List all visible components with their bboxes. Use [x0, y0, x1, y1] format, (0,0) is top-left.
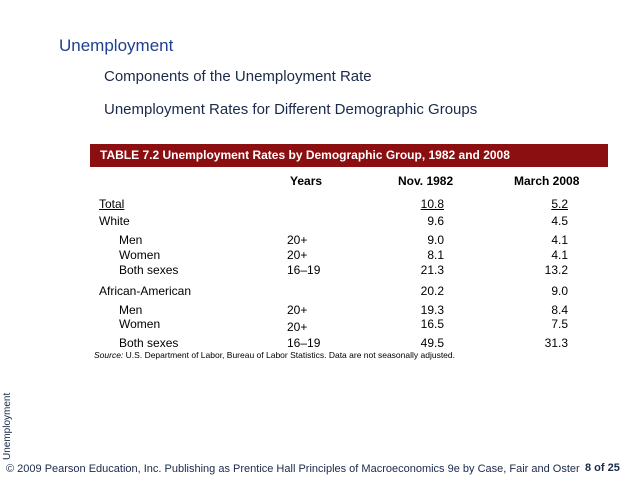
table-title: TABLE 7.2 Unemployment Rates by Demograp… [100, 148, 510, 162]
row-label-white-women: Women [119, 248, 161, 262]
cell-mar-white-women: 4.1 [551, 248, 568, 262]
cell-mar-aa-men: 8.4 [551, 303, 568, 317]
subtitle-demographic: Unemployment Rates for Different Demogra… [104, 101, 478, 118]
row-label-white-both: Both sexes [119, 263, 179, 277]
cell-nov-total: 10.8 [420, 197, 444, 211]
cell-years-white-women: 20+ [287, 248, 308, 262]
row-label-white-men: Men [119, 233, 143, 247]
row-label-total: Total [99, 197, 125, 211]
page-number: 8 of 25 [585, 462, 620, 474]
source-label: Source: [94, 350, 124, 360]
cell-years-aa-men: 20+ [287, 303, 308, 317]
cell-mar-white: 4.5 [551, 214, 568, 228]
cell-nov-white: 9.6 [427, 214, 444, 228]
cell-years-aa-both: 16–19 [287, 336, 321, 350]
cell-years-aa-women: 20+ [287, 320, 308, 334]
subtitle-components: Components of the Unemployment Rate [104, 68, 372, 85]
cell-nov-white-women: 8.1 [427, 248, 444, 262]
cell-mar-aa-both: 31.3 [544, 336, 568, 350]
slide-title: Unemployment [59, 36, 174, 55]
cell-nov-white-men: 9.0 [427, 233, 444, 247]
vertical-section-label: Unemployment [2, 392, 13, 460]
row-label-aa-both: Both sexes [119, 336, 179, 350]
cell-nov-african-american: 20.2 [420, 284, 444, 298]
header-nov-1982: Nov. 1982 [398, 174, 454, 188]
cell-mar-african-american: 9.0 [551, 284, 568, 298]
cell-mar-aa-women: 7.5 [551, 317, 568, 331]
row-label-white: White [99, 214, 130, 228]
header-years: Years [290, 174, 323, 188]
cell-mar-white-both: 13.2 [544, 263, 568, 277]
header-march-2008: March 2008 [514, 174, 580, 188]
cell-years-white-men: 20+ [287, 233, 308, 247]
cell-mar-total: 5.2 [551, 197, 568, 211]
row-label-aa-women: Women [119, 317, 161, 331]
row-label-african-american: African-American [99, 284, 192, 298]
source-text: U.S. Department of Labor, Bureau of Labo… [125, 350, 455, 360]
cell-nov-white-both: 21.3 [420, 263, 444, 277]
cell-nov-aa-both: 49.5 [420, 336, 444, 350]
cell-years-white-both: 16–19 [287, 263, 321, 277]
row-label-aa-men: Men [119, 303, 143, 317]
cell-mar-white-men: 4.1 [551, 233, 568, 247]
cell-nov-aa-men: 19.3 [420, 303, 444, 317]
cell-nov-aa-women: 16.5 [420, 317, 444, 331]
table-banner: TABLE 7.2 Unemployment Rates by Demograp… [90, 144, 608, 167]
table-source-note: Source: U.S. Department of Labor, Bureau… [94, 350, 455, 360]
footer-copyright: © 2009 Pearson Education, Inc. Publishin… [6, 463, 580, 475]
